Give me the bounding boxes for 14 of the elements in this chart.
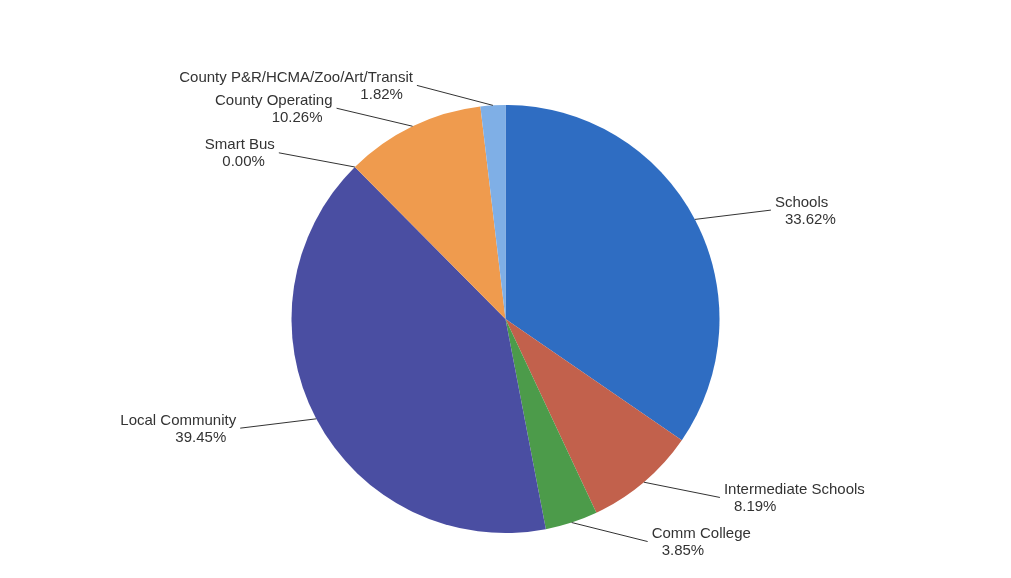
data-label: 1.82% [360, 85, 403, 103]
slice-label: County Operating [214, 90, 333, 108]
category-label: Smart Bus [204, 135, 275, 153]
data-label: 33.62% [784, 209, 836, 227]
data-label: 8.19% [733, 497, 777, 515]
slice-label: County P&R/HCMA/Zoo/Art/Transit [179, 68, 414, 86]
slice-label: Local Community [120, 410, 237, 428]
slice-label: Intermediate Schools [723, 480, 865, 498]
data-label: 3.85% [661, 541, 705, 559]
slice-label: Schools [774, 192, 829, 210]
slice-label: Comm College [651, 524, 751, 542]
data-label: 10.26% [271, 107, 323, 125]
data-label: 39.45% [175, 427, 227, 445]
text: 0.00% [222, 152, 265, 170]
